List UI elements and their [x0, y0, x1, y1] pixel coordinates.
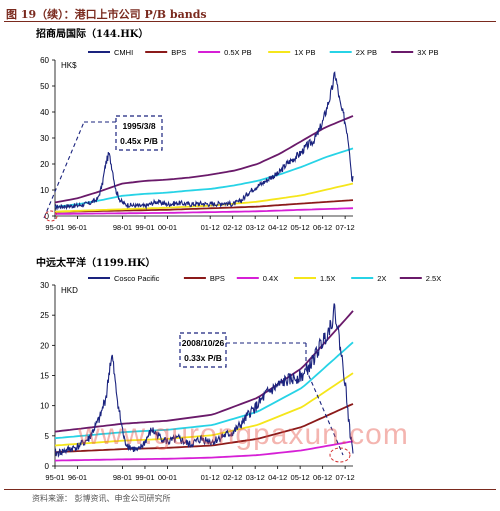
y-tick-label: 10 [40, 402, 49, 411]
y-tick-label: 20 [40, 341, 49, 350]
legend-label: 1.5X [320, 274, 335, 283]
x-tick-label: 07-12 [336, 223, 355, 232]
x-tick-label: 01-12 [201, 223, 220, 232]
chart1-plot: 0 10 20 30 40 50 60 HK$ 95-01 96-01 98-01 99-01 00-0… [40, 48, 438, 232]
x-tick-label: 03-12 [246, 473, 265, 482]
series-line-3x-pb [54, 115, 354, 204]
legend-label: 1X PB [294, 48, 315, 57]
series-line-0-5x-pb [55, 207, 354, 215]
annotation-box [115, 115, 163, 151]
annotation-ratio: 0.33x P/B [184, 353, 222, 363]
annotation-box [179, 332, 227, 368]
y-tick-label: 0 [45, 212, 50, 221]
x-tick-label: 06-12 [313, 223, 332, 232]
legend-label: 2X [377, 274, 386, 283]
legend-label: 2.5X [426, 274, 441, 283]
annotation-leader [43, 121, 85, 219]
x-tick-label: 03-12 [246, 223, 265, 232]
y-axis-unit: HKD [61, 286, 78, 295]
series-line-bps [54, 403, 354, 453]
x-tick-label: 95-01 [45, 223, 64, 232]
legend-label: 0.4X [263, 274, 278, 283]
annotation-ratio: 0.45x P/B [120, 136, 158, 146]
y-tick-label: 5 [45, 432, 50, 441]
legend-label: Cosco Pacific [114, 274, 160, 283]
chart2-title: 中远太平洋（1199.HK） [36, 258, 156, 269]
x-tick-label: 98-01 [113, 223, 132, 232]
x-tick-label: 95-01 [45, 473, 64, 482]
series-line-bps [55, 199, 354, 213]
x-tick-label: 05-12 [291, 223, 310, 232]
x-tick-label: 02-12 [223, 473, 242, 482]
figure-title: 图 19（续）：港口上市公司 P/B bands [6, 8, 207, 21]
y-tick-label: 40 [40, 108, 49, 117]
series-line-1-5x [54, 372, 354, 447]
y-tick-label: 20 [40, 160, 49, 169]
x-tick-label: 00-01 [158, 223, 177, 232]
y-tick-label: 10 [40, 186, 49, 195]
x-tick-label: 04-12 [268, 473, 287, 482]
annotation-circle [329, 447, 351, 463]
x-tick-label: 06-12 [313, 473, 332, 482]
series-line-2x [54, 341, 354, 440]
y-tick-label: 25 [40, 311, 49, 320]
legend-label: 0.5X PB [224, 48, 252, 57]
x-tick-label: 99-01 [135, 473, 154, 482]
chart2-plot: 0 5 10 15 20 25 30 HKD 95-01 96-01 98-01 99-01 00-01… [40, 274, 441, 482]
legend-label: BPS [210, 274, 225, 283]
chart1-title: 招商局国际（144.HK） [36, 29, 149, 40]
legend-label: 2X PB [356, 48, 377, 57]
x-tick-label: 96-01 [68, 223, 87, 232]
series-line-cmhi [54, 71, 354, 211]
y-tick-label: 30 [40, 134, 49, 143]
x-tick-label: 98-01 [113, 473, 132, 482]
series-line-1x-pb [54, 182, 354, 213]
series-line-2-5x [54, 310, 354, 433]
annotation-date: 2008/10/26 [182, 338, 225, 348]
x-tick-label: 01-12 [201, 473, 220, 482]
x-tick-label: 00-01 [158, 473, 177, 482]
source-rule [4, 489, 496, 490]
annotation-leader [305, 368, 344, 456]
annotation-circle [44, 210, 58, 222]
legend-label: CMHI [114, 48, 133, 57]
y-tick-label: 60 [40, 56, 49, 65]
x-tick-label: 04-12 [268, 223, 287, 232]
series-line-cosco-pacific [54, 303, 354, 458]
x-tick-label: 96-01 [68, 473, 87, 482]
x-tick-label: 07-12 [336, 473, 355, 482]
x-tick-label: 99-01 [135, 223, 154, 232]
y-tick-label: 15 [40, 372, 49, 381]
series-line-0-4x [54, 440, 354, 462]
source-note: 资料来源： 彭博资讯、申金公司研究所 [32, 494, 171, 503]
y-tick-label: 50 [40, 82, 49, 91]
y-tick-label: 30 [40, 281, 49, 290]
annotation-date: 1995/3/8 [122, 121, 155, 131]
legend-label: BPS [171, 48, 186, 57]
legend-label: 3X PB [417, 48, 438, 57]
series-line-2x-pb [54, 147, 354, 208]
x-tick-label: 05-12 [291, 473, 310, 482]
y-tick-label: 0 [45, 462, 50, 471]
y-axis-unit: HK$ [61, 61, 77, 70]
title-rule [4, 21, 496, 22]
x-tick-label: 02-12 [223, 223, 242, 232]
